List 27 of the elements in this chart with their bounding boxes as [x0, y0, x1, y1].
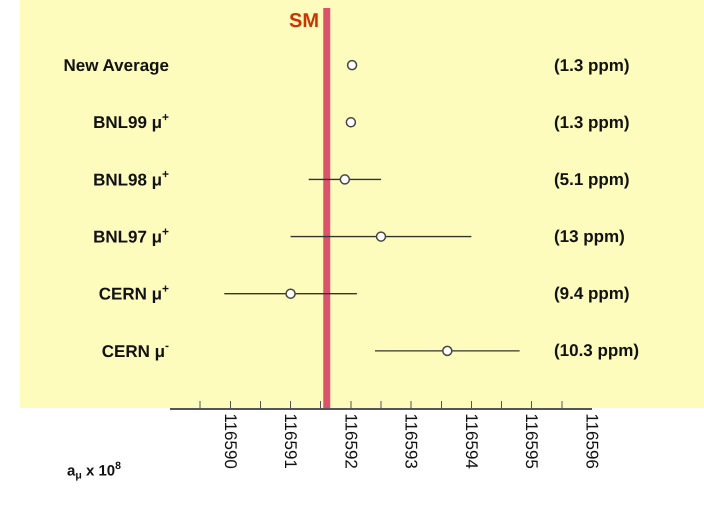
y-tick-label: BNL97 μ$^{+}$ [93, 224, 170, 247]
y-tick-label: BNL98 μ$^{+}$ [93, 167, 170, 190]
x-axis-title: a$_{μ}$ x 10$^{8}$ [67, 460, 122, 482]
point [442, 346, 453, 356]
x-tick-label: 116594 [462, 413, 481, 469]
x-tick-label: 116591 [281, 413, 300, 469]
point [346, 60, 358, 70]
annotation: (13 ppm) [554, 227, 625, 246]
x-tick-label: 116590 [220, 413, 240, 469]
point [340, 174, 350, 185]
point [346, 117, 356, 128]
x-tick-label: 116592 [341, 413, 360, 469]
annotation: (1.3 ppm) [554, 56, 630, 75]
ref-line-label: SM [289, 10, 319, 32]
annotation: (1.3 ppm) [554, 113, 630, 132]
annotation: (5.1 ppm) [554, 170, 630, 189]
annotation: (9.4 ppm) [554, 284, 630, 303]
y-tick-label: CERN μ$^{-}$ [102, 338, 170, 361]
x-tick-label: 116595 [522, 413, 542, 469]
x-tick-label: 116593 [402, 413, 421, 469]
x-tick-label: 116596 [582, 413, 602, 469]
point [285, 288, 296, 299]
y-tick-label: CERN μ$^{+}$ [98, 282, 170, 304]
annotation: (10.3 ppm) [554, 341, 640, 360]
y-tick-label: New Average [63, 56, 169, 76]
point [376, 231, 386, 242]
y-tick-label: BNL99 μ$^{+}$ [93, 110, 170, 132]
